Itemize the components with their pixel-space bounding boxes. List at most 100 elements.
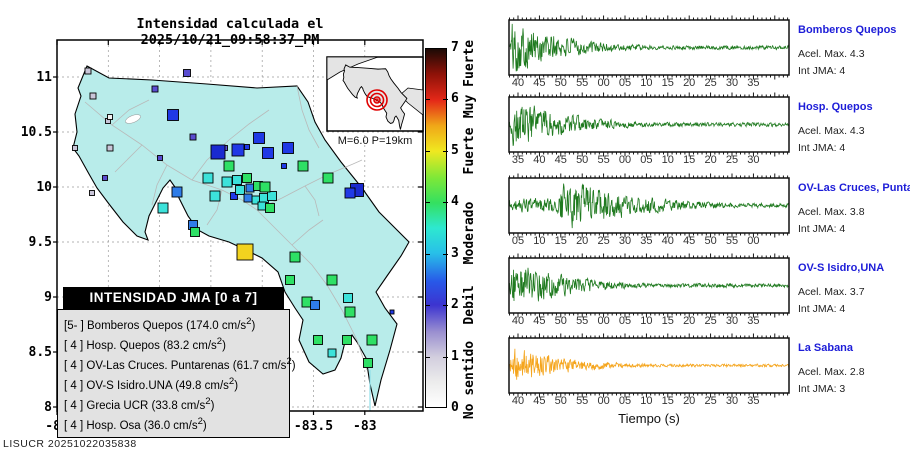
time-tick-label: 15 — [661, 395, 674, 407]
waveform-box-border — [508, 19, 790, 76]
time-tick-label: 15 — [554, 235, 567, 247]
colorbar-tick — [425, 305, 430, 307]
intensity-marker — [72, 145, 78, 151]
superscript: 2 — [197, 416, 203, 428]
seismogram-trace — [509, 105, 789, 146]
time-tick-label: 00 — [597, 395, 610, 407]
colorbar-tick-label: 7 — [451, 39, 459, 55]
waveform-box-border — [508, 177, 790, 234]
intensity-marker — [243, 193, 253, 203]
time-tick-label: 05 — [618, 77, 632, 89]
lat-tick-label: 11 — [36, 70, 52, 85]
colorbar-tick — [425, 99, 430, 101]
intensity-marker — [253, 132, 265, 144]
time-tick-label: 40 — [511, 395, 525, 407]
time-tick-label: 30 — [725, 315, 739, 327]
colorbar-tick — [443, 150, 448, 152]
legend-entry: [ 4 ] OV-Las Cruces. Puntarenas (61.7 cm… — [64, 356, 296, 372]
intensity-marker — [107, 114, 113, 120]
intensity-marker — [242, 173, 252, 183]
colorbar-tick — [425, 202, 430, 204]
intensity-marker — [89, 190, 95, 196]
time-tick-label: 00 — [597, 77, 610, 89]
lat-tick-label: 10 — [36, 180, 52, 195]
time-tick-label: 10 — [640, 77, 653, 89]
colorbar-tick — [443, 99, 448, 101]
time-tick-label: 30 — [618, 235, 632, 247]
waveform-svg — [508, 253, 790, 318]
time-tick-label: 25 — [725, 154, 739, 166]
time-tick-label: 35 — [511, 154, 525, 166]
intensity-colorbar — [425, 48, 447, 408]
acceleration-max-label: Acel. Max. 2.8 — [798, 366, 865, 378]
seismogram-trace — [509, 23, 789, 72]
colorbar-tick-label: 0 — [451, 400, 459, 415]
time-tick-label: 40 — [533, 154, 546, 166]
colorbar-tick-label: 5 — [451, 142, 459, 158]
time-tick-label: 55 — [576, 395, 589, 407]
waveform-panel — [508, 91, 790, 158]
seismogram-trace — [509, 267, 789, 302]
time-tick-label: 15 — [661, 315, 674, 327]
intensity-marker — [343, 293, 353, 303]
waveform-tick-labels: 40 45 50 55 00 05 10 15 20 25 30 35 — [508, 315, 808, 327]
lat-tick-label: 9.5 — [28, 235, 52, 250]
time-tick-label: 20 — [704, 154, 717, 166]
legend-entry: [ 4 ] Grecia UCR (33.8 cm/s2) — [64, 396, 215, 412]
waveform-box-border — [508, 337, 790, 394]
time-tick-label: 45 — [533, 77, 546, 89]
intensity-marker — [223, 160, 235, 172]
intensity-marker — [151, 85, 159, 93]
time-tick-label: 50 — [554, 395, 567, 407]
time-tick-label: 25 — [597, 235, 610, 247]
intensity-markers — [72, 67, 395, 368]
colorbar-tick — [443, 356, 448, 358]
time-tick-label: 50 — [554, 315, 567, 327]
intensity-marker — [313, 335, 323, 345]
lon-tick-label: -83 — [353, 419, 377, 434]
lake-arenal — [125, 114, 141, 124]
time-tick-label: 55 — [597, 154, 610, 166]
time-tick-label: 40 — [511, 77, 525, 89]
lat-tick-label: 9 — [44, 290, 52, 305]
station-name: OV-S Isidro,UNA — [798, 262, 885, 274]
waveform-box-border — [508, 257, 790, 314]
inset-map — [326, 56, 424, 132]
intensity-marker — [210, 144, 226, 160]
time-tick-label: 50 — [554, 77, 567, 89]
colorbar-tick — [425, 150, 430, 152]
intensity-marker — [366, 334, 378, 346]
time-tick-label: 50 — [704, 235, 717, 247]
time-tick-label: 20 — [576, 235, 589, 247]
waveform-svg — [508, 15, 790, 80]
lon-tick-label: -83.5 — [293, 419, 334, 434]
colorbar-tick — [443, 253, 448, 255]
intensity-marker — [262, 147, 274, 159]
waveform-tick-labels: 40 45 50 55 00 05 10 15 20 25 30 35 — [508, 77, 808, 89]
waveform-svg — [508, 333, 790, 398]
time-tick-label: 45 — [554, 154, 567, 166]
superscript: 2 — [286, 356, 292, 368]
waveform-panel — [508, 252, 790, 319]
time-tick-label: 40 — [661, 235, 674, 247]
waveform-box-border — [508, 96, 790, 153]
waveform-panel — [508, 332, 790, 399]
intensity-jma-label: Int JMA: 3 — [798, 383, 846, 395]
time-tick-label: 00 — [618, 154, 632, 166]
intensity-marker — [267, 191, 277, 201]
time-tick-label: 50 — [576, 154, 589, 166]
intensity-jma-label: Int JMA: 4 — [798, 223, 846, 235]
intensity-marker — [235, 185, 245, 195]
acceleration-max-label: Acel. Max. 4.3 — [798, 125, 865, 137]
intensity-marker — [281, 163, 287, 169]
acceleration-max-label: Acel. Max. 4.3 — [798, 48, 865, 60]
intensity-marker — [289, 251, 301, 263]
time-tick-label: 25 — [704, 395, 717, 407]
time-tick-label: 30 — [747, 154, 760, 166]
intensity-legend: INTENSIDAD JMA [0 a 7] [5- ] Bomberos Qu… — [57, 287, 296, 439]
legend-entry: [ 4 ] OV-S Isidro.UNA (49.8 cm/s2) — [64, 376, 239, 392]
time-tick-label: 05 — [618, 395, 632, 407]
intensity-marker — [157, 155, 163, 161]
superscript: 2 — [216, 336, 223, 348]
intensity-marker — [244, 144, 250, 150]
